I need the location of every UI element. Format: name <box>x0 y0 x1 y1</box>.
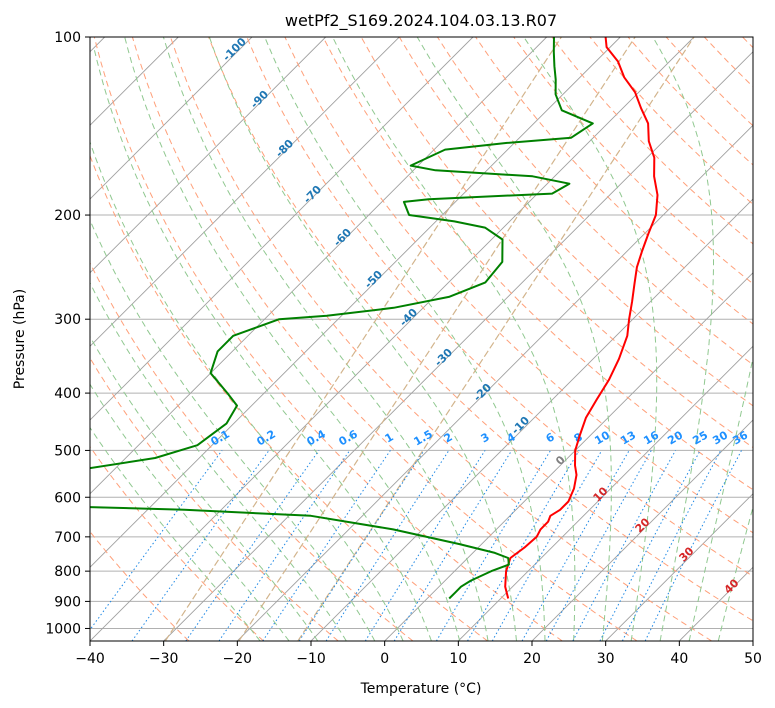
dewpoint-line <box>90 37 594 600</box>
y-tick-label: 400 <box>54 386 81 402</box>
dry-adiabat <box>90 261 414 641</box>
mixing-ratio-line <box>185 450 320 641</box>
profile-series <box>90 37 659 600</box>
dry-adiabat <box>322 37 753 491</box>
x-tick-label: 50 <box>744 651 762 667</box>
dry-adiabat <box>475 37 753 325</box>
x-tick-label: 20 <box>523 651 541 667</box>
dry-adiabat <box>208 37 753 622</box>
moist-adiabat <box>162 37 489 641</box>
x-tick-label: 10 <box>449 651 467 667</box>
isotherm-line <box>90 37 400 347</box>
mixing-ratio-line <box>393 450 513 641</box>
isotherm-line <box>457 345 753 641</box>
mixing-ratio-line <box>621 450 722 641</box>
y-axis-ticks: 100 200 300 400 500 600 700 800 900 1000 <box>45 30 90 637</box>
skewed-isotherms <box>90 37 753 641</box>
mixing-ratio-line <box>262 450 391 641</box>
x-tick-label: −30 <box>149 651 179 667</box>
x-tick-label: −40 <box>75 651 105 667</box>
y-tick-label: 900 <box>54 594 81 610</box>
isotherm-line <box>90 37 253 200</box>
mixing-ratio-line <box>218 450 351 641</box>
dry-adiabat <box>513 37 753 285</box>
dry-adiabat <box>93 37 563 641</box>
y-tick-label: 1000 <box>45 621 81 637</box>
dry-adiabat <box>284 37 753 534</box>
moist-adiabat <box>652 37 714 641</box>
y-tick-label: 300 <box>54 312 81 328</box>
isotherm-line <box>531 419 753 641</box>
temperature-line <box>504 37 659 599</box>
x-tick-label: −10 <box>296 651 326 667</box>
y-tick-label: 700 <box>54 530 81 546</box>
moist-adiabat <box>124 37 461 641</box>
mixing-ratio-lines <box>90 450 742 641</box>
y-axis-label: Pressure (hPa) <box>12 289 28 389</box>
moist-adiabat <box>332 37 576 641</box>
moist-adiabat <box>90 218 376 641</box>
moist-adiabats <box>90 37 753 641</box>
moist-adiabat <box>90 140 404 641</box>
dry-adiabats <box>90 37 753 641</box>
x-tick-label: 0 <box>380 651 389 667</box>
mixing-ratio-line <box>90 450 223 631</box>
moist-adiabat <box>523 37 658 641</box>
pressure-gridlines <box>90 37 753 629</box>
isotherm-line <box>90 37 327 274</box>
moist-adiabat <box>90 426 261 641</box>
mixing-ratio-line <box>572 450 676 641</box>
tan-reference-curves <box>164 37 695 641</box>
isotherm-line <box>90 37 548 495</box>
mixing-ratio-line <box>325 450 450 641</box>
plot-area: -100-90-80-70-60-50-40-30-20-100.1 0.2 0.4… <box>90 37 753 641</box>
chart-title: wetPf2_S169.2024.104.03.13.R07 <box>285 11 557 31</box>
mixing-ratio-line <box>545 450 652 641</box>
plot-frame <box>89 36 754 642</box>
moist-adiabat <box>717 505 753 641</box>
isotherm-line <box>90 37 474 421</box>
dry-adiabat <box>90 445 264 641</box>
isotherm-line <box>384 272 753 641</box>
dry-adiabat <box>246 37 753 577</box>
moist-adiabat <box>90 335 319 641</box>
y-tick-label: 600 <box>54 490 81 506</box>
moist-adiabat <box>264 37 546 641</box>
y-tick-label: 100 <box>54 30 81 46</box>
tan-curve <box>164 37 562 641</box>
isotherm-line <box>163 51 753 641</box>
moist-adiabat <box>688 355 753 641</box>
isotherm-line <box>90 37 695 641</box>
x-tick-label: 30 <box>597 651 615 667</box>
y-tick-label: 800 <box>54 564 81 580</box>
mixing-ratio-line <box>131 450 270 641</box>
tan-curve <box>238 37 636 641</box>
isotherm-line <box>90 37 621 568</box>
moist-adiabat <box>416 37 612 641</box>
x-axis-label: Temperature (°C) <box>360 681 482 697</box>
x-tick-label: 40 <box>670 651 688 667</box>
isotherm-line <box>605 493 753 641</box>
x-tick-label: −20 <box>223 651 253 667</box>
mixing-ratio-line <box>298 450 425 641</box>
x-axis-ticks: −40 −30 −20 −10 0 10 20 30 40 50 <box>75 641 762 667</box>
mixing-ratio-line <box>644 450 742 641</box>
moist-adiabat <box>90 383 290 641</box>
y-tick-label: 500 <box>54 443 81 459</box>
mixing-ratio-line <box>521 450 630 641</box>
dry-adiabat <box>90 357 339 641</box>
tan-curve <box>297 37 695 641</box>
dry-adiabat <box>170 37 712 641</box>
y-tick-label: 200 <box>54 208 81 224</box>
moist-adiabat <box>93 49 432 641</box>
isotherm-line <box>236 124 753 641</box>
moist-adiabat <box>90 281 347 641</box>
moist-adiabat <box>208 37 517 641</box>
